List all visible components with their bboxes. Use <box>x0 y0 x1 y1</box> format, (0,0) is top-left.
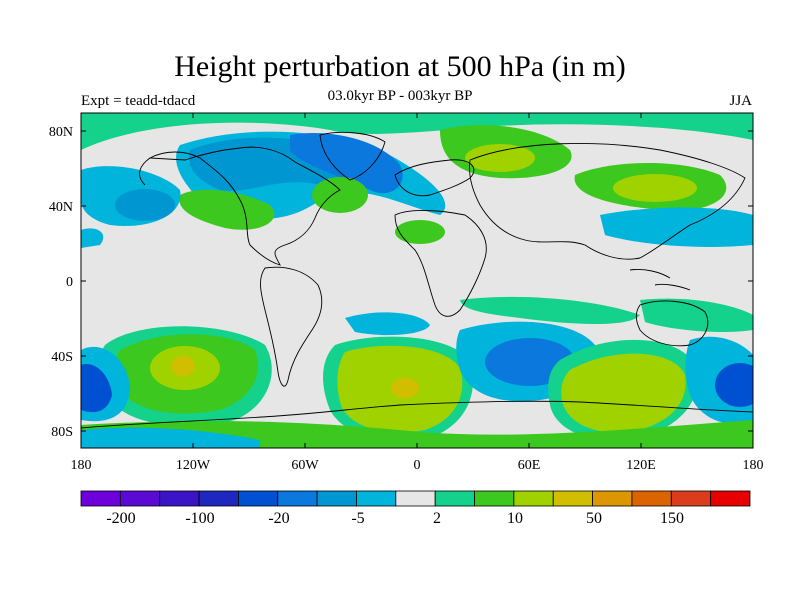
greenland-coast <box>319 131 386 181</box>
colorbar-swatch <box>80 490 121 507</box>
southwest-pacific-core <box>81 364 112 413</box>
coastlines <box>81 131 753 429</box>
arctic-positive-band <box>81 113 753 150</box>
lat-label: 0 <box>66 275 73 290</box>
colorbar-swatch <box>474 490 515 507</box>
indonesia-coast <box>629 269 691 291</box>
experiment-label: Expt = teadd-tdacd <box>81 93 196 109</box>
lat-label: 80N <box>49 125 73 140</box>
lon-label: 180 <box>71 458 92 473</box>
axis-ticks <box>81 113 753 448</box>
west-canada-green <box>179 189 275 230</box>
alaska-coast <box>139 157 151 186</box>
atlantic-green-blob <box>312 177 368 213</box>
latitude-labels: 80N 40N 0 40S 80S <box>49 125 73 440</box>
subtropical-green-band <box>460 296 640 324</box>
colorbar-swatch <box>277 490 318 507</box>
west-pacific-strip <box>81 228 104 248</box>
colorbar-swatch <box>119 490 161 507</box>
australia-green <box>640 298 753 333</box>
colorbar-tick-label: -200 <box>106 510 135 527</box>
colorbar-swatch <box>434 490 475 507</box>
north-pacific-low <box>115 189 175 221</box>
colorbar-swatch <box>670 490 712 507</box>
colorbar <box>80 490 751 507</box>
lat-label: 80S <box>51 425 73 440</box>
north-africa-green <box>395 220 445 244</box>
southeast-pacific-core <box>715 363 753 407</box>
colorbar-labels: -200 -100 -20 -5 2 10 50 150 <box>106 510 684 527</box>
lon-label: 180 <box>743 458 764 473</box>
season-label: JJA <box>729 93 752 109</box>
contour-field <box>81 113 753 448</box>
colorbar-tick-label: 2 <box>433 510 441 527</box>
lon-label: 120W <box>176 458 211 473</box>
lon-label: 60W <box>291 458 319 473</box>
north-america-coast <box>148 146 341 266</box>
colorbar-swatch <box>316 490 357 507</box>
australia-coast <box>635 300 709 347</box>
south-pacific-core <box>171 356 195 376</box>
colorbar-tick-label: 150 <box>660 510 684 527</box>
colorbar-swatch <box>356 490 397 507</box>
colorbar-swatch <box>552 490 593 507</box>
colorbar-swatch <box>710 490 751 507</box>
antarctica-cyan <box>81 427 260 448</box>
siberia-peak <box>613 174 697 202</box>
lon-label: 0 <box>414 458 421 473</box>
colorbar-swatch <box>395 490 436 507</box>
longitude-labels: 180 120W 60W 0 60E 120E 180 <box>71 458 764 473</box>
south-america-coast <box>260 266 323 387</box>
colorbar-swatch <box>592 490 633 507</box>
colorbar-swatch <box>198 490 239 507</box>
colorbar-tick-label: -100 <box>185 510 214 527</box>
colorbar-swatch <box>159 490 200 507</box>
south-atlantic-north-cyan <box>345 312 430 336</box>
colorbar-tick-label: 10 <box>507 510 523 527</box>
colorbar-swatch <box>513 490 554 507</box>
asia-coast <box>469 142 746 260</box>
south-atlantic-core <box>391 378 419 398</box>
greenland-negative <box>290 133 403 194</box>
colorbar-tick-label: -20 <box>268 510 289 527</box>
lon-label: 60E <box>518 458 541 473</box>
lat-label: 40S <box>51 350 73 365</box>
figure-subtitle: 03.0kyr BP - 003kyr BP <box>327 88 473 104</box>
colorbar-swatch <box>238 490 279 507</box>
lat-label: 40N <box>49 200 73 215</box>
southern-indian-positive <box>561 353 686 433</box>
east-asia-cyan <box>600 207 753 247</box>
colorbar-swatch <box>631 490 672 507</box>
antarctica-coast <box>81 400 753 429</box>
europe-peak <box>465 144 535 172</box>
colorbar-tick-label: 50 <box>586 510 602 527</box>
figure-title: Height perturbation at 500 hPa (in m) <box>174 50 626 83</box>
africa-coast <box>394 210 487 317</box>
lon-label: 120E <box>626 458 656 473</box>
colorbar-tick-label: -5 <box>351 510 364 527</box>
